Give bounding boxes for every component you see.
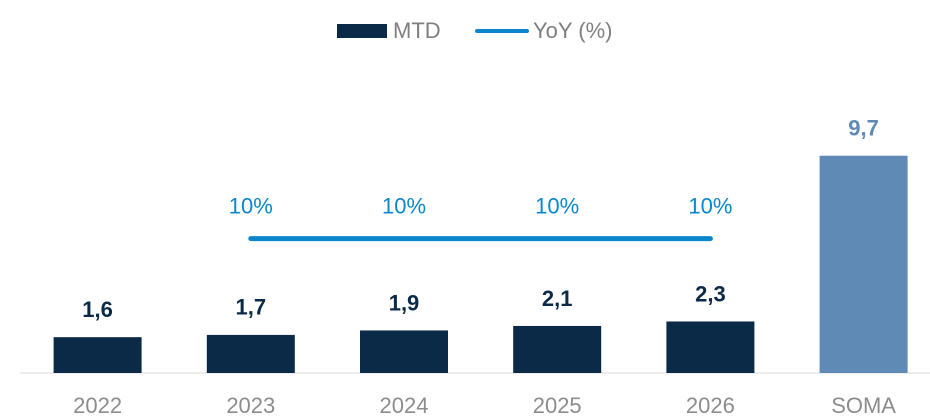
data-label: 1,9 xyxy=(389,290,420,315)
data-label: 1,6 xyxy=(82,297,113,322)
x-tick-label: 2022 xyxy=(73,393,122,418)
bar xyxy=(513,325,602,373)
data-label: 2,3 xyxy=(695,281,726,306)
bar xyxy=(666,321,755,373)
data-label: 2,1 xyxy=(542,286,573,311)
x-tick-label: 2024 xyxy=(380,393,429,418)
x-tick-label: 2026 xyxy=(686,393,735,418)
legend-label: MTD xyxy=(393,18,441,43)
bar xyxy=(360,330,448,373)
data-label: 9,7 xyxy=(848,116,879,141)
bar xyxy=(53,337,142,373)
bar xyxy=(206,334,295,373)
legend-swatch xyxy=(337,24,387,38)
x-tick-label: 2025 xyxy=(533,393,582,418)
data-label: 10% xyxy=(229,193,273,218)
data-label: 10% xyxy=(382,193,426,218)
data-label: 10% xyxy=(535,193,579,218)
bar xyxy=(819,155,908,373)
x-tick-label: SOMA xyxy=(831,393,896,418)
data-label: 10% xyxy=(688,193,732,218)
data-label: 1,7 xyxy=(236,295,267,320)
x-tick-label: 2023 xyxy=(226,393,275,418)
legend-label: YoY (%) xyxy=(533,18,613,43)
